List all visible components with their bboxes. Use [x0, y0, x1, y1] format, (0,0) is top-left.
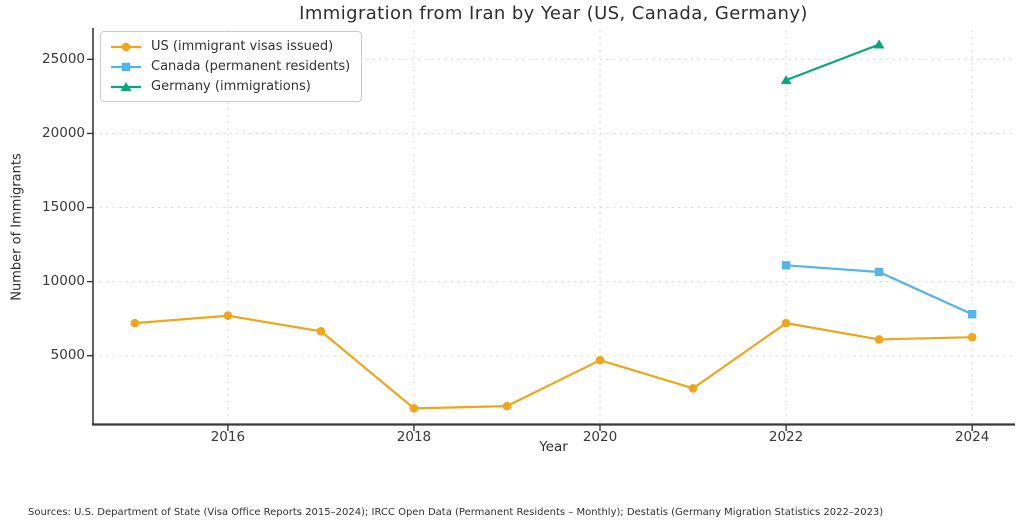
- marker-circle: [781, 318, 791, 328]
- marker-square: [874, 267, 884, 277]
- marker-circle: [502, 401, 512, 411]
- marker-square: [967, 310, 977, 319]
- y-tick-label: 15000: [42, 199, 85, 216]
- legend-label: Germany (immigrations): [151, 79, 311, 94]
- y-tick-label: 25000: [42, 50, 85, 67]
- circle-legend-swatch-icon: [111, 42, 141, 51]
- marker-circle: [874, 335, 884, 344]
- legend-item-1: Canada (permanent residents): [110, 58, 350, 75]
- x-tick-label: 2024: [954, 429, 990, 445]
- marker-triangle: [780, 75, 792, 85]
- legend-label: Canada (permanent residents): [151, 59, 351, 74]
- triangle-legend-swatch-icon: [111, 81, 141, 91]
- marker-triangle: [873, 39, 885, 49]
- x-tick-label: 2016: [210, 429, 246, 445]
- marker-circle: [130, 318, 140, 328]
- x-tick-label: 2022: [768, 429, 804, 445]
- marker-circle: [223, 311, 233, 321]
- y-tick-label: 5000: [50, 347, 85, 364]
- y-tick-label: 10000: [42, 273, 85, 290]
- chart-title: Immigration from Iran by Year (US, Canad…: [299, 3, 808, 24]
- x-tick-label: 2018: [396, 429, 432, 445]
- legend-item-0: US (immigrant visas issued): [110, 38, 350, 55]
- marker-square: [781, 261, 791, 270]
- x-axis-label: Year: [539, 439, 568, 455]
- y-tick-label: 20000: [42, 124, 85, 141]
- legend-label: US (immigrant visas issued): [151, 39, 334, 54]
- marker-circle: [409, 404, 419, 413]
- marker-circle: [688, 384, 698, 393]
- marker-circle: [595, 355, 605, 365]
- marker-circle: [967, 332, 977, 342]
- source-note: Sources: U.S. Department of State (Visa …: [28, 507, 884, 518]
- marker-circle: [316, 326, 326, 336]
- square-legend-swatch-icon: [111, 62, 141, 71]
- x-tick-label: 2020: [582, 429, 618, 445]
- series-line-2: [785, 43, 880, 82]
- legend: US (immigrant visas issued) Canada (perma…: [100, 31, 363, 102]
- series-line-0: [134, 314, 973, 410]
- legend-item-2: Germany (immigrations): [110, 78, 350, 95]
